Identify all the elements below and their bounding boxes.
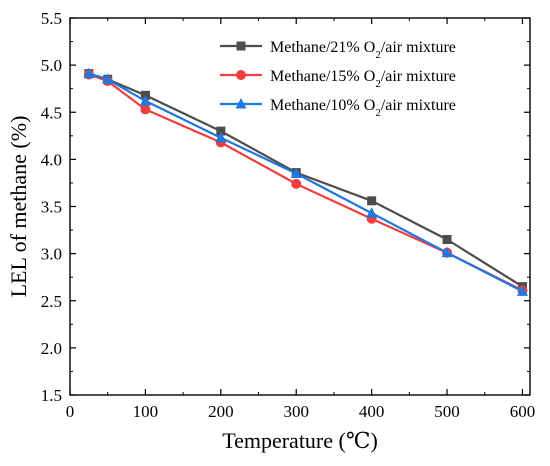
y-axis-title: LEL of methane (%): [6, 116, 31, 298]
x-tick-label: 600: [510, 402, 536, 421]
series-2-point: [291, 178, 302, 189]
x-tick-label: 0: [66, 402, 75, 421]
series-line-3: [88, 72, 524, 293]
legend: Methane/21% O2/air mixture Methane/15% O2…: [220, 39, 456, 119]
y-tick-label: 5.0: [41, 56, 62, 75]
series-2-point: [140, 104, 151, 115]
series-1-point: [442, 234, 452, 244]
series-1-point: [216, 126, 226, 136]
x-tick-label: 300: [283, 402, 309, 421]
legend-label-3: Methane/10% O2/air mixture: [270, 97, 456, 119]
x-axis-title: Temperature (℃): [222, 428, 378, 453]
y-tick-label: 3.5: [41, 198, 62, 217]
y-tick-label: 3.0: [41, 245, 62, 264]
series-3-point: [83, 67, 95, 79]
x-tick-label: 400: [359, 402, 385, 421]
x-tick-label: 500: [434, 402, 460, 421]
legend-marker-1: [236, 41, 246, 51]
legend-label-2: Methane/15% O2/air mixture: [270, 68, 456, 90]
y-tick-label: 5.5: [41, 9, 62, 28]
series-3-point: [366, 207, 378, 218]
y-tick-label: 2.0: [41, 339, 62, 358]
y-tick-label: 4.5: [41, 103, 62, 122]
x-tick-label: 100: [133, 402, 159, 421]
series-3-point: [441, 246, 453, 258]
legend-label-1: Methane/21% O2/air mixture: [270, 39, 456, 61]
series-1-point: [367, 196, 377, 206]
series-3-point: [215, 131, 227, 143]
series-3-point: [516, 285, 528, 296]
legend-marker-3: [235, 98, 247, 109]
legend-marker-2: [236, 70, 246, 80]
series-3-point: [139, 94, 151, 106]
y-tick-label: 4.0: [41, 150, 62, 169]
series-3-point: [290, 167, 302, 179]
plot-layer: 0 100 200 300 400 500 600 1.5 2.0 2.5 3.0 3.5 4.0 4.5…: [41, 9, 535, 421]
series-3-point: [102, 73, 114, 84]
y-tick-label: 1.5: [41, 386, 62, 405]
x-tick-label: 200: [208, 402, 234, 421]
y-tick-label: 2.5: [41, 292, 62, 311]
